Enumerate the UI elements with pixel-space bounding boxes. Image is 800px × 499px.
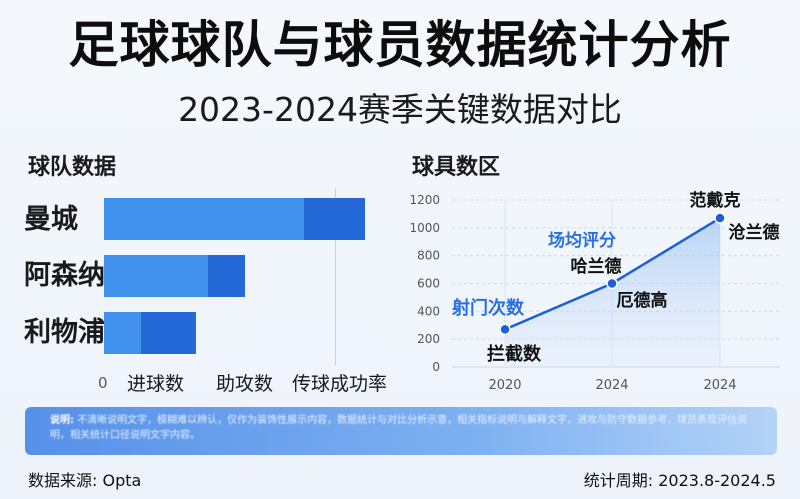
line-annotation-1: 拦截数: [487, 343, 542, 365]
team-label-liverpool: 利物浦: [24, 317, 105, 348]
line-annotation-0: 射门次数: [451, 297, 525, 319]
note-box: [25, 407, 777, 455]
note-body: 不清晰说明文字，模糊难以辨认，仅作为装饰性展示内容，数据统计与对比分析示意，相关…: [50, 415, 748, 441]
line-y-tick: 0: [432, 360, 440, 374]
line-y-tick: 200: [417, 332, 440, 346]
bar-1-segment-0: [104, 255, 208, 297]
data-source: 数据来源: Opta: [28, 471, 142, 490]
note-text: 说明: 不清晰说明文字，模糊难以辨认，仅作为装饰性展示内容，数据统计与对比分析示…: [50, 413, 766, 445]
line-chart: 0 200 400 600 800 1000 1200 2020 2024 2024 射门次数拦…: [409, 190, 780, 393]
bar-axis-tick-pass-rate: 传球成功率: [292, 373, 388, 395]
line-annotation-2: 场均评分: [548, 230, 616, 251]
bar-2-segment-1: [141, 312, 196, 354]
line-point-2: [714, 212, 726, 224]
line-point-1: [606, 277, 618, 290]
line-y-tick: 600: [417, 277, 440, 291]
bar-axis-tick-goals: 进球数: [127, 373, 185, 395]
line-y-tick: 1200: [409, 193, 440, 207]
line-annotation-5: 范戴克: [690, 190, 741, 211]
stat-period: 统计周期: 2023.8-2024.5: [583, 471, 776, 490]
line-chart-title: 球具数区: [412, 155, 501, 180]
bar-2-segment-0: [104, 312, 141, 354]
bar-chart-title: 球队数据: [28, 155, 117, 180]
line-area: [505, 218, 720, 367]
line-y-tick: 800: [417, 249, 440, 263]
team-label-mancity: 曼城: [24, 204, 78, 235]
bar-axis-tick-assists: 助攻数: [216, 373, 274, 395]
note-label: 说明:: [50, 415, 74, 426]
line-point-0: [499, 323, 511, 336]
bar-1-segment-1: [208, 255, 245, 297]
team-label-arsenal: 阿森纳: [24, 260, 105, 291]
line-annotation-6: 沧兰德: [729, 222, 780, 243]
page-subtitle: 2023-2024赛季关键数据对比: [178, 90, 622, 129]
bar-0-segment-1: [304, 198, 365, 240]
bar-axis-tick-zero: 0: [98, 374, 108, 392]
bar-gridline: [335, 188, 336, 366]
page-title: 足球球队与球员数据统计分析: [68, 16, 732, 74]
line-x-tick-0: 2020: [488, 378, 521, 393]
bar-0-segment-0: [104, 198, 304, 240]
line-annotation-4: 厄德高: [617, 290, 668, 311]
line-x-tick-2: 2024: [703, 378, 736, 393]
line-annotation-3: 哈兰德: [571, 256, 622, 277]
line-x-tick-1: 2024: [595, 378, 628, 393]
line-y-tick: 400: [417, 304, 440, 318]
line-y-tick: 1000: [409, 221, 440, 235]
